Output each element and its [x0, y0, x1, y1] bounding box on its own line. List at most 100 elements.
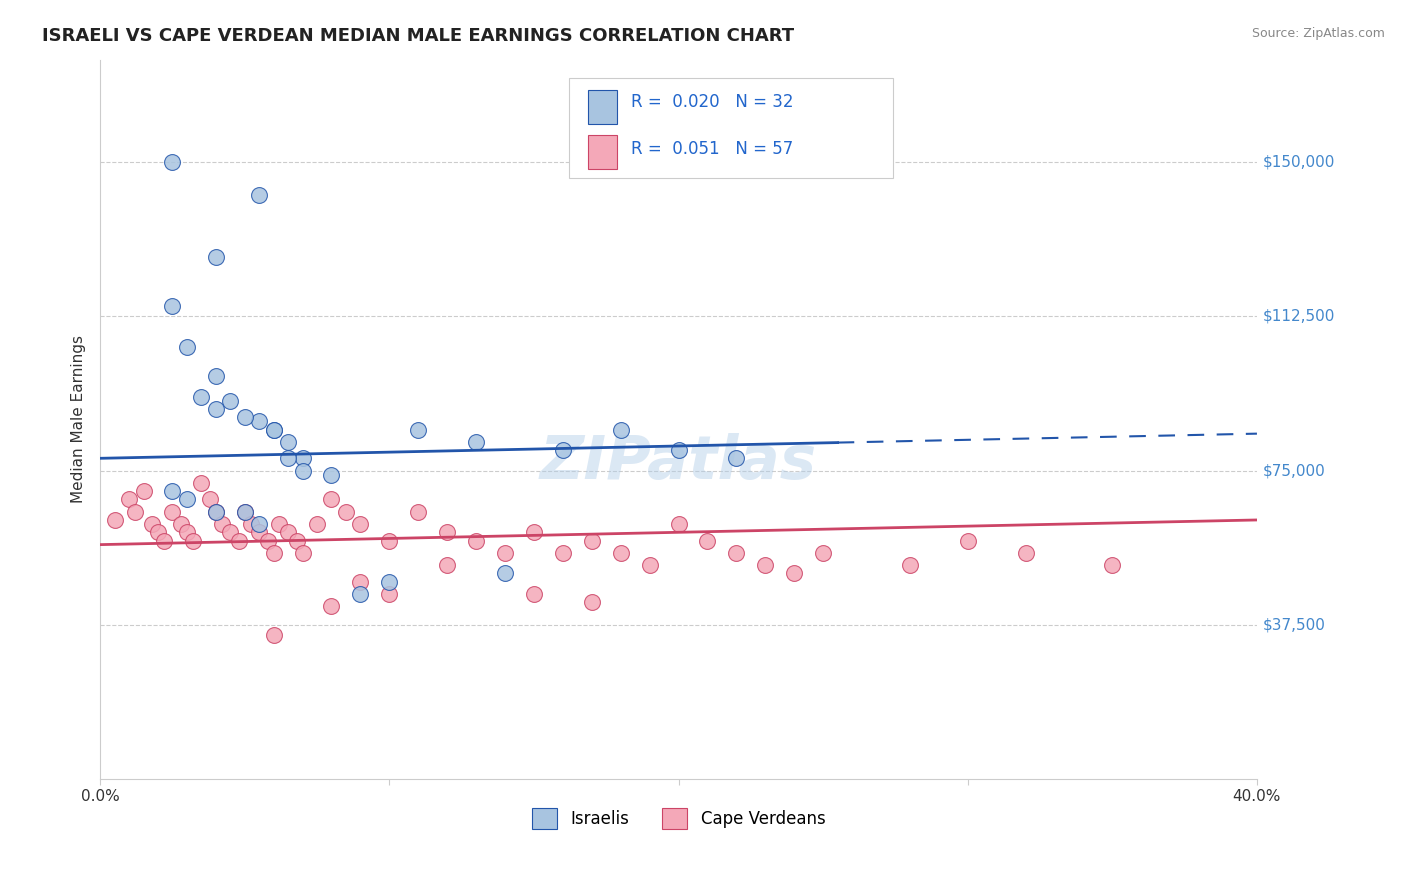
- Point: [898, 558, 921, 573]
- Text: ISRAELI VS CAPE VERDEAN MEDIAN MALE EARNINGS CORRELATION CHART: ISRAELI VS CAPE VERDEAN MEDIAN MALE EARN…: [42, 27, 794, 45]
- Point: [1014, 546, 1036, 560]
- Point: [146, 525, 169, 540]
- Point: [263, 546, 285, 560]
- Point: [170, 517, 193, 532]
- Text: ZIPatlas: ZIPatlas: [540, 433, 817, 491]
- Point: [190, 390, 212, 404]
- Point: [204, 505, 226, 519]
- Point: [263, 423, 285, 437]
- Point: [162, 155, 184, 169]
- Point: [406, 505, 429, 519]
- Point: [523, 587, 546, 601]
- Y-axis label: Median Male Earnings: Median Male Earnings: [72, 335, 86, 503]
- Point: [609, 546, 631, 560]
- Point: [305, 517, 328, 532]
- Point: [277, 525, 299, 540]
- Point: [228, 533, 250, 548]
- Point: [198, 492, 221, 507]
- Point: [609, 423, 631, 437]
- Text: $150,000: $150,000: [1263, 155, 1336, 169]
- Point: [551, 443, 574, 458]
- Point: [219, 393, 242, 408]
- Point: [335, 505, 357, 519]
- Point: [190, 475, 212, 490]
- Text: R =  0.020   N = 32: R = 0.020 N = 32: [631, 93, 793, 111]
- Point: [349, 574, 371, 589]
- Point: [176, 492, 198, 507]
- Point: [321, 467, 343, 482]
- Point: [321, 492, 343, 507]
- Point: [141, 517, 163, 532]
- Point: [725, 546, 748, 560]
- Point: [176, 340, 198, 354]
- Point: [239, 517, 262, 532]
- Point: [219, 525, 242, 540]
- Point: [204, 250, 226, 264]
- Point: [162, 299, 184, 313]
- Point: [257, 533, 280, 548]
- Legend: Israelis, Cape Verdeans: Israelis, Cape Verdeans: [524, 802, 832, 835]
- Point: [378, 574, 401, 589]
- FancyBboxPatch shape: [588, 90, 617, 124]
- Text: $37,500: $37,500: [1263, 617, 1326, 632]
- Point: [124, 505, 146, 519]
- Point: [725, 451, 748, 466]
- Point: [263, 628, 285, 642]
- Point: [668, 517, 690, 532]
- Point: [436, 525, 458, 540]
- Point: [638, 558, 661, 573]
- Point: [494, 566, 516, 581]
- FancyBboxPatch shape: [568, 78, 893, 178]
- Point: [668, 443, 690, 458]
- Point: [162, 484, 184, 499]
- Point: [754, 558, 776, 573]
- Point: [162, 505, 184, 519]
- Point: [523, 525, 546, 540]
- Text: $112,500: $112,500: [1263, 309, 1336, 324]
- Point: [406, 423, 429, 437]
- Text: $75,000: $75,000: [1263, 463, 1326, 478]
- Point: [247, 414, 270, 428]
- Point: [152, 533, 174, 548]
- Point: [103, 513, 125, 527]
- Point: [204, 505, 226, 519]
- Point: [204, 402, 226, 417]
- Point: [349, 587, 371, 601]
- Text: R =  0.051   N = 57: R = 0.051 N = 57: [631, 139, 793, 158]
- FancyBboxPatch shape: [588, 135, 617, 169]
- Point: [291, 464, 314, 478]
- Text: Source: ZipAtlas.com: Source: ZipAtlas.com: [1251, 27, 1385, 40]
- Point: [1101, 558, 1123, 573]
- Point: [291, 451, 314, 466]
- Point: [263, 423, 285, 437]
- Point: [494, 546, 516, 560]
- Point: [118, 492, 141, 507]
- Point: [204, 369, 226, 384]
- Point: [285, 533, 308, 548]
- Point: [581, 595, 603, 609]
- Point: [581, 533, 603, 548]
- Point: [247, 517, 270, 532]
- Point: [551, 546, 574, 560]
- Point: [378, 533, 401, 548]
- Point: [696, 533, 718, 548]
- Point: [349, 517, 371, 532]
- Point: [783, 566, 806, 581]
- Point: [132, 484, 155, 499]
- Point: [269, 517, 291, 532]
- Point: [233, 410, 256, 425]
- Point: [465, 533, 488, 548]
- Point: [436, 558, 458, 573]
- Point: [465, 434, 488, 449]
- Point: [247, 188, 270, 202]
- Point: [277, 451, 299, 466]
- Point: [233, 505, 256, 519]
- Point: [321, 599, 343, 614]
- Point: [233, 505, 256, 519]
- Point: [181, 533, 204, 548]
- Point: [176, 525, 198, 540]
- Point: [247, 525, 270, 540]
- Point: [378, 587, 401, 601]
- Point: [291, 546, 314, 560]
- Point: [277, 434, 299, 449]
